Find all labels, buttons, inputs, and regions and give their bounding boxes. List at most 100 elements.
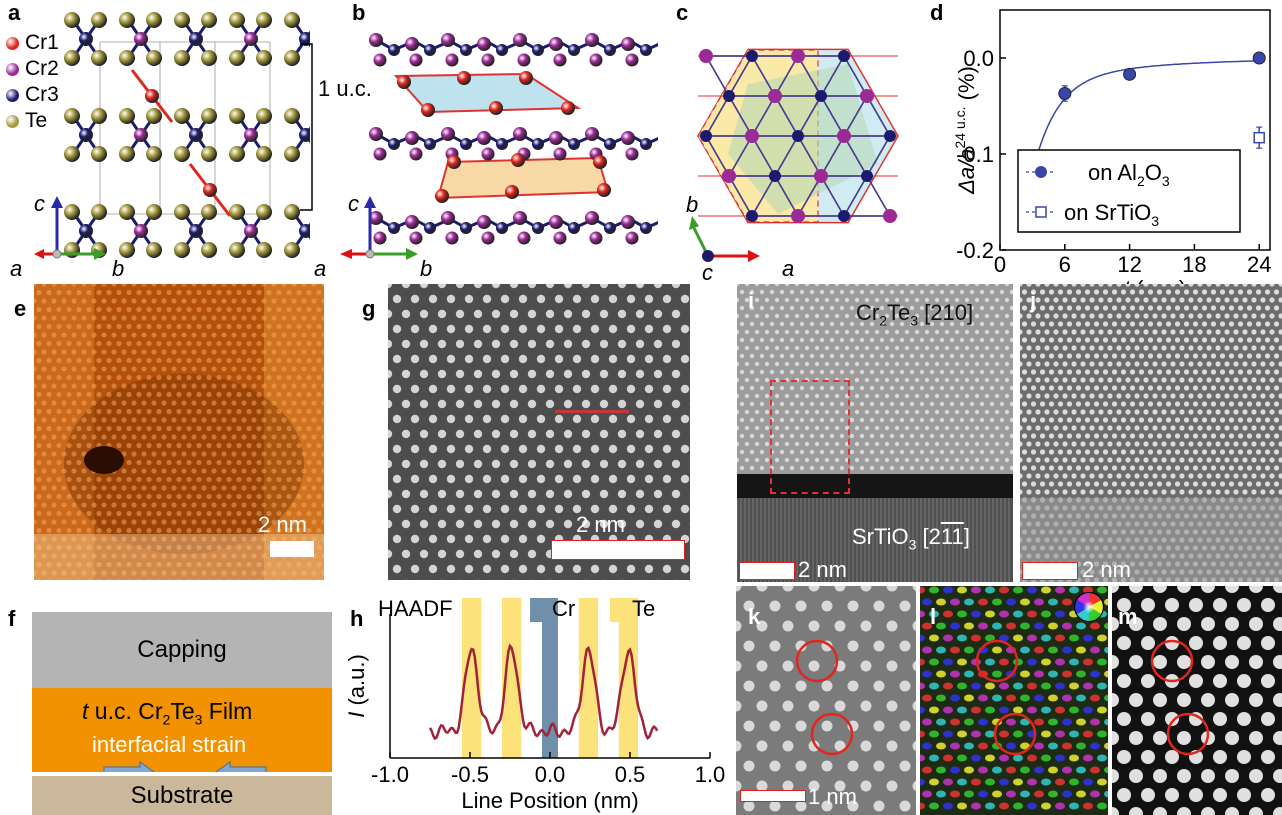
- atom-cr2: [625, 147, 639, 161]
- atom-cr2: [625, 53, 639, 67]
- atom-cr3: [604, 138, 616, 150]
- x-axis-label: Line Position (nm): [461, 788, 638, 813]
- legend-swatch: [6, 36, 19, 50]
- atom-cr1: [561, 101, 575, 115]
- atom-te: [91, 50, 107, 66]
- atom-te: [229, 108, 245, 124]
- atom-cr3: [79, 32, 93, 46]
- atom-cr1: [505, 185, 519, 199]
- data-point: [1058, 87, 1072, 101]
- atom-cr3: [496, 138, 508, 150]
- atom-te: [256, 204, 272, 220]
- legend-box: [1017, 149, 1241, 233]
- atom-cr2: [549, 215, 563, 229]
- x-tick-label: 24: [1247, 252, 1271, 277]
- atom-cr2: [860, 89, 874, 103]
- atom-cr2: [441, 211, 455, 225]
- atom-te: [91, 12, 107, 28]
- roi-box: [770, 380, 850, 494]
- atom-cr2: [621, 215, 635, 229]
- panel-label-g: g: [362, 296, 376, 321]
- atom-te: [201, 108, 217, 124]
- strain-label: interfacial strain: [92, 732, 247, 757]
- atom-cr1: [145, 89, 159, 103]
- atom-cr3: [424, 44, 436, 56]
- x-tick-label: -1.0: [371, 762, 409, 787]
- atom-cr2: [699, 49, 713, 63]
- atom-cr3: [460, 222, 472, 234]
- atom-cr3: [604, 44, 616, 56]
- atom-cr2: [481, 53, 495, 67]
- substrate-layer: Substrate: [32, 776, 332, 815]
- scalebar-e: [270, 541, 314, 557]
- color-wheel-icon: [1074, 592, 1104, 622]
- atom-te: [91, 204, 107, 220]
- atom-cr2: [837, 129, 851, 143]
- atom-te: [174, 50, 190, 66]
- te-band: [618, 598, 638, 758]
- axes-triad-c: [689, 216, 760, 262]
- atom-te: [174, 242, 190, 258]
- atom-cr2: [722, 169, 736, 183]
- atom-te: [256, 242, 272, 258]
- atom-cr2: [883, 209, 897, 223]
- atom-te: [201, 146, 217, 162]
- axis-label-c-b: c: [348, 191, 359, 216]
- atom-te: [174, 146, 190, 162]
- atom-cr3: [424, 138, 436, 150]
- atom-cr1: [489, 101, 503, 115]
- axis-label-a-a: a: [10, 256, 23, 281]
- atom-cr2: [369, 127, 383, 141]
- atom-cr2: [373, 53, 387, 67]
- atom-te: [256, 108, 272, 124]
- legend-label: Cr2: [25, 57, 59, 80]
- atom-cr2: [745, 129, 759, 143]
- scalebar-j: [1022, 562, 1078, 580]
- atom-cr3: [568, 222, 580, 234]
- axis-label-b-b: b: [420, 256, 433, 281]
- axis-label-c-a: c: [34, 191, 45, 216]
- atom-cr3: [568, 44, 580, 56]
- atom-cr1: [397, 75, 411, 89]
- scalebar-label-g: 2 nm: [576, 512, 625, 537]
- atom-cr1: [519, 71, 533, 85]
- axis-label-b-c: b: [686, 192, 699, 217]
- atom-cr3: [723, 90, 735, 102]
- atom-cr2: [441, 127, 455, 141]
- axis-label-a-b: a: [314, 256, 327, 281]
- atom-te: [229, 146, 245, 162]
- atom-cr1: [447, 155, 461, 169]
- scalebar-g: [551, 540, 685, 560]
- stm-image-e: [34, 284, 324, 580]
- scalebar-label-i: 2 nm: [798, 557, 847, 582]
- atom-te: [256, 12, 272, 28]
- atom-te: [201, 50, 217, 66]
- atom-te: [201, 12, 217, 28]
- atom-te: [174, 204, 190, 220]
- atom-cr2: [477, 131, 491, 145]
- atom-cr3: [299, 128, 310, 142]
- atom-te: [119, 50, 135, 66]
- atom-te: [91, 108, 107, 124]
- atom-cr2: [244, 32, 258, 46]
- atom-cr3: [388, 222, 400, 234]
- haadf-image-i: [737, 284, 1013, 582]
- atom-cr1: [457, 71, 471, 85]
- te-band: [462, 598, 482, 758]
- data-point: [1123, 67, 1137, 81]
- x-tick-label: 12: [1117, 252, 1141, 277]
- atom-cr2: [369, 211, 383, 225]
- atom-cr3: [532, 44, 544, 56]
- atom-cr3: [640, 138, 652, 150]
- atom-cr3: [189, 128, 203, 142]
- x-tick-label: 18: [1182, 252, 1206, 277]
- data-point: [1252, 51, 1266, 65]
- atom-cr2: [477, 215, 491, 229]
- atom-te: [64, 146, 80, 162]
- atom-cr2: [625, 231, 639, 245]
- atom-te: [119, 242, 135, 258]
- atom-te: [174, 12, 190, 28]
- atom-cr3: [640, 44, 652, 56]
- atom-cr1: [421, 103, 435, 117]
- haadf-image-g: [388, 284, 690, 580]
